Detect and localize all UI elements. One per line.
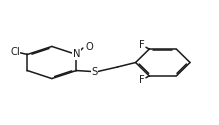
Text: F: F [139, 75, 145, 85]
Text: Cl: Cl [11, 47, 20, 57]
Text: O: O [85, 42, 93, 51]
Text: S: S [92, 66, 98, 76]
Text: F: F [139, 40, 145, 50]
Text: N: N [72, 50, 80, 59]
